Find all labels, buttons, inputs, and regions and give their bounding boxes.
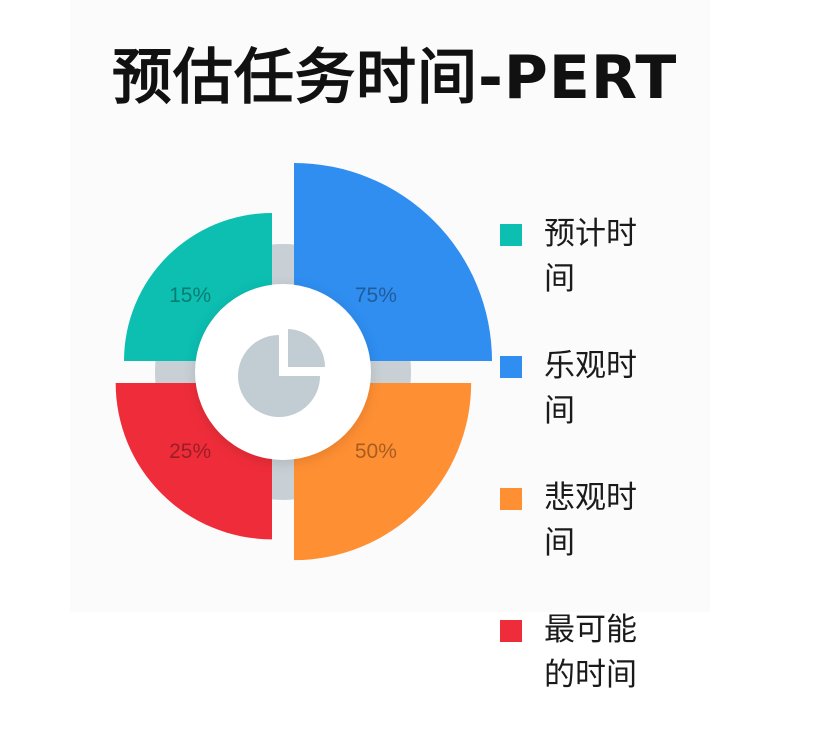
icon-pie-wedge [288, 329, 326, 367]
legend-swatch [500, 620, 522, 642]
pert-chart: 15% 75% 50% 25% [115, 163, 492, 561]
legend-item: 悲观时间 [500, 476, 730, 566]
legend-label: 预计时间 [544, 216, 637, 297]
pie-chart-icon [238, 329, 326, 417]
legend-label: 乐观时间 [544, 348, 637, 429]
data-label: 50% [355, 440, 397, 463]
legend: 预计时间乐观时间悲观时间最可能的时间 [500, 212, 730, 740]
legend-label: 悲观时间 [544, 480, 637, 561]
page-title: 预估任务时间-PERT [112, 43, 678, 113]
icon-pie-slice [238, 335, 320, 417]
legend-item: 预计时间 [500, 212, 730, 302]
center-circle [195, 284, 371, 460]
data-label: 25% [169, 440, 211, 463]
legend-label: 最可能的时间 [544, 612, 637, 693]
legend-item: 乐观时间 [500, 344, 730, 434]
data-label: 15% [169, 284, 211, 307]
legend-swatch [500, 356, 522, 378]
data-label: 75% [355, 284, 397, 307]
legend-swatch [500, 224, 522, 246]
legend-swatch [500, 488, 522, 510]
legend-item: 最可能的时间 [500, 608, 730, 698]
